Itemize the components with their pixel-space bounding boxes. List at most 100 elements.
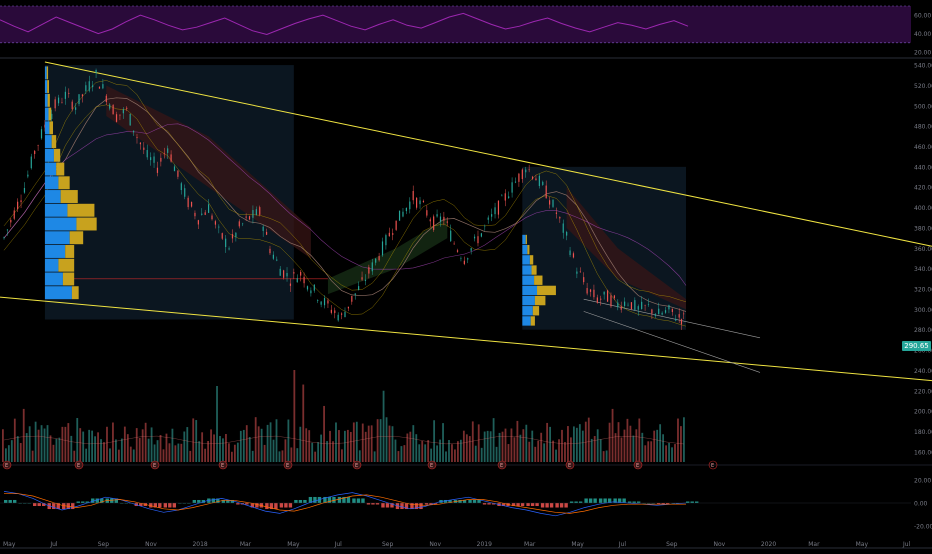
candle-body — [92, 85, 94, 88]
macd-histogram-bar — [578, 501, 583, 503]
volume-bar — [159, 434, 162, 462]
volume-bar — [647, 441, 650, 462]
price-tick-label: 300.00 — [914, 307, 932, 314]
volume-profile-bar — [44, 121, 50, 135]
earnings-marker-label: E — [221, 463, 224, 469]
candle-body — [531, 176, 534, 180]
volume-bar — [543, 443, 546, 462]
volume-bar — [210, 429, 212, 462]
volume-profile-bar — [51, 135, 57, 149]
volume-bar — [522, 429, 525, 462]
macd-histogram-bar — [201, 499, 206, 503]
macd-histogram-bar — [607, 498, 612, 503]
volume-bar — [323, 405, 325, 462]
price-tick-label: 340.00 — [914, 266, 932, 273]
volume-profile-bar — [529, 255, 534, 265]
candle-body — [252, 210, 254, 218]
volume-bar — [132, 449, 135, 462]
candle-body — [17, 201, 19, 210]
candle-body — [283, 270, 285, 278]
volume-bar — [382, 390, 385, 462]
volume-bar — [471, 421, 474, 462]
volume-bar — [650, 441, 653, 462]
volume-bar — [275, 419, 278, 462]
volume-bar — [13, 418, 16, 462]
volume-profile-bar — [527, 245, 530, 255]
volume-bar — [406, 433, 409, 462]
volume-profile-bar — [44, 245, 66, 258]
time-tick-label: Nov — [714, 541, 726, 548]
volume-bar — [245, 425, 248, 462]
candle-body — [477, 236, 479, 244]
candle-body — [484, 225, 486, 227]
earnings-marker — [633, 460, 643, 470]
candle-body — [552, 199, 554, 207]
volume-profile-bar — [44, 162, 57, 176]
candle-body — [231, 234, 234, 239]
volume-bar — [106, 426, 108, 462]
macd-histogram-bar — [172, 503, 177, 508]
macd-histogram-bar — [81, 501, 85, 503]
candle-body — [300, 271, 302, 276]
candle-body — [641, 301, 643, 309]
volume-bar — [22, 408, 25, 462]
macd-tick-label: 0.00 — [914, 501, 928, 508]
candle-body — [405, 207, 407, 212]
macd-histogram-bar — [216, 498, 220, 503]
volume-bar — [299, 426, 302, 462]
earnings-marker — [218, 460, 228, 470]
volume-bar — [10, 440, 13, 462]
volume-profile-bar — [44, 66, 47, 80]
macd-histogram-bar — [255, 503, 259, 508]
candle-body — [286, 272, 288, 277]
volume-bar — [126, 434, 129, 462]
candle-body — [81, 94, 84, 97]
candle-body — [187, 197, 189, 208]
macd-histogram-bar — [371, 503, 375, 505]
candle-body — [511, 182, 513, 193]
macd-tick-label: 20.00 — [914, 477, 931, 484]
volume-bar — [165, 433, 168, 462]
volume-bar — [204, 448, 207, 462]
time-tick-label: Mar — [524, 541, 536, 548]
macd-histogram-bar — [100, 498, 104, 503]
macd-histogram-bar — [433, 503, 438, 505]
price-tick-label: 520.00 — [914, 83, 932, 90]
volume-bar — [558, 439, 560, 462]
volume-bar — [79, 428, 82, 462]
macd-histogram-bar — [192, 499, 197, 503]
candle-body — [85, 85, 87, 92]
time-tick-label: 2018 — [192, 541, 207, 548]
volume-profile-bar — [48, 107, 52, 121]
candle-body — [242, 223, 244, 225]
earnings-marker-label: E — [500, 463, 503, 469]
candle-body — [491, 214, 493, 217]
volume-bar — [352, 422, 355, 462]
volume-ma-line — [3, 435, 685, 445]
macd-histogram-bar — [511, 503, 516, 507]
macd-histogram-bar — [158, 503, 162, 508]
volume-bar — [593, 436, 596, 462]
candle-body — [658, 308, 660, 315]
price-tick-label: 500.00 — [914, 103, 932, 110]
volume-bar — [367, 425, 370, 462]
rsi-tick-label: 40.00 — [914, 31, 931, 38]
macd-histogram-bar — [56, 503, 60, 510]
candle-body — [214, 221, 217, 225]
candle-body — [661, 312, 663, 315]
candle-body — [566, 231, 568, 236]
price-tick-label: 280.00 — [914, 327, 932, 334]
time-tick-label: 2019 — [477, 541, 492, 548]
volume-bar — [584, 421, 587, 462]
candle-body — [637, 306, 639, 310]
volume-bar — [123, 426, 126, 462]
volume-bar — [2, 429, 4, 462]
candle-body — [354, 293, 356, 295]
volume-bar — [97, 432, 99, 462]
volume-bar — [662, 434, 665, 462]
time-tick-label: Sep — [666, 541, 678, 548]
rsi-tick-label: 60.00 — [914, 13, 931, 20]
volume-bar — [311, 442, 314, 462]
volume-profile-bar — [530, 316, 535, 326]
